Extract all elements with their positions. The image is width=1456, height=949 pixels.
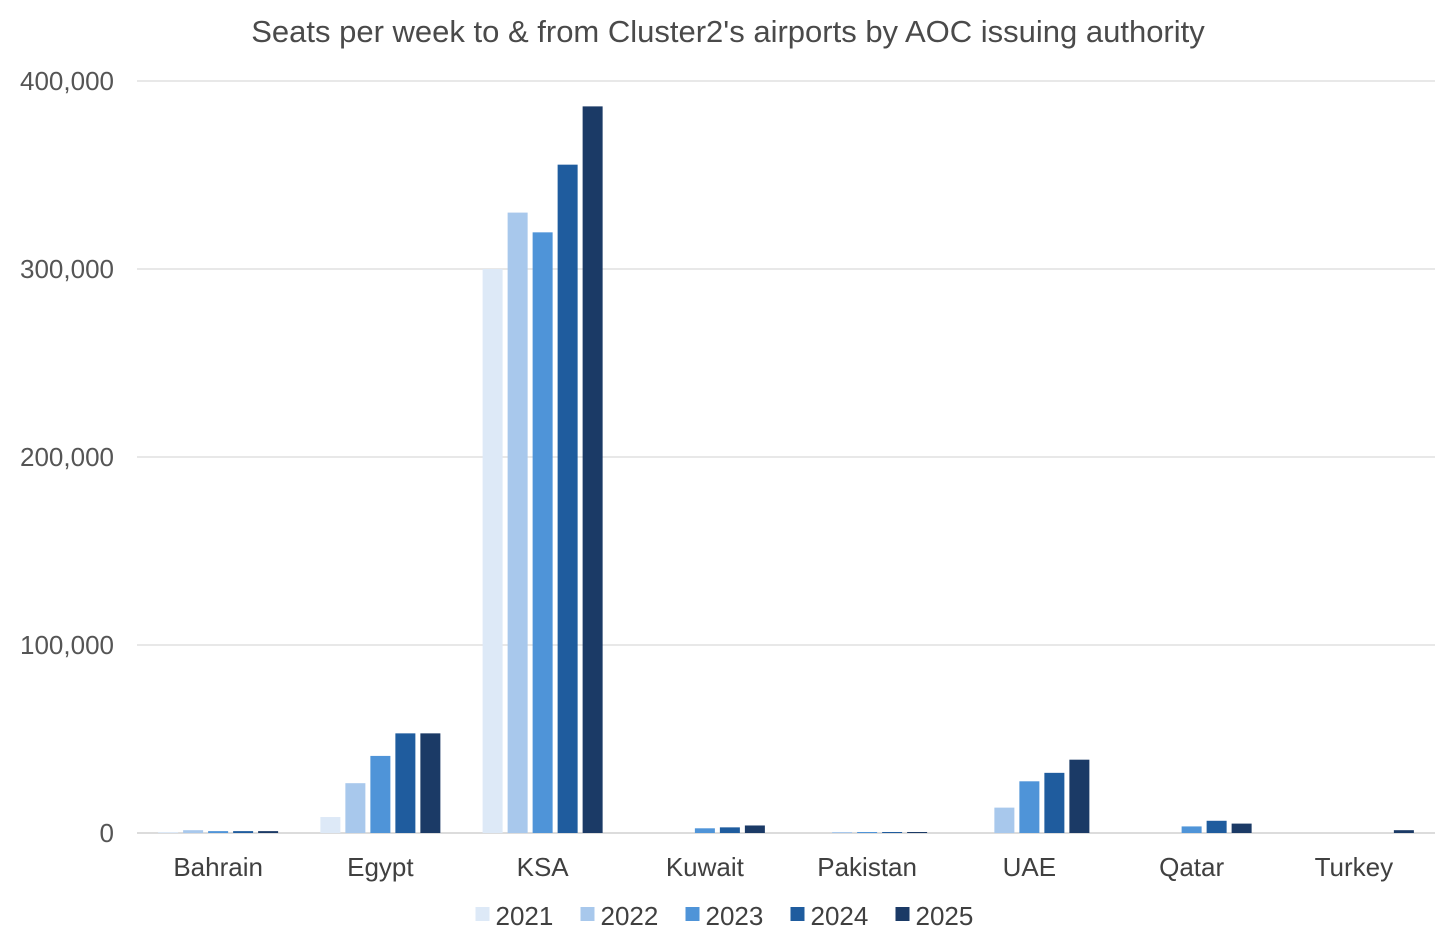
bar-ksa-2023 <box>532 232 553 834</box>
bar-egypt-2024 <box>395 733 416 833</box>
bar-qatar-2025 <box>1231 823 1252 833</box>
bar-uae-2024 <box>1044 772 1065 833</box>
legend-swatch <box>475 907 490 921</box>
y-tick-label: 0 <box>100 818 114 848</box>
legend-item-2021: 2021 <box>475 901 554 931</box>
bars <box>158 106 1414 834</box>
bar-bahrain-2021 <box>158 832 179 833</box>
bar-uae-2023 <box>1019 781 1040 833</box>
bar-egypt-2021 <box>320 817 341 833</box>
bar-egypt-2023 <box>370 755 391 833</box>
legend-swatch <box>790 907 805 921</box>
bar-egypt-2022 <box>345 783 366 833</box>
bar-qatar-2024 <box>1206 820 1227 833</box>
x-category-label: Egypt <box>347 852 414 882</box>
legend-label: 2025 <box>916 901 974 931</box>
bar-uae-2025 <box>1069 759 1090 833</box>
x-category-label: Pakistan <box>817 852 917 882</box>
x-axis-category-labels: Bahrain Egypt KSA Kuwait Pakistan UAE Qatar Tur… <box>173 852 1393 882</box>
legend-label: 2021 <box>496 901 554 931</box>
gridlines <box>137 80 1435 834</box>
bar-pakistan-2025 <box>907 832 928 833</box>
bar-bahrain-2025 <box>258 831 279 833</box>
x-category-label: UAE <box>1003 852 1056 882</box>
bar-kuwait-2023 <box>694 828 715 833</box>
legend-item-2022: 2022 <box>580 901 659 931</box>
bar-pakistan-2023 <box>857 832 878 833</box>
legend: 2021 2022 2023 2024 2025 <box>475 901 974 931</box>
y-tick-label: 400,000 <box>20 66 114 96</box>
legend-label: 2022 <box>601 901 659 931</box>
y-axis-tick-labels: 0 100,000 200,000 300,000 400,000 <box>20 66 114 848</box>
legend-label: 2024 <box>811 901 869 931</box>
bar-qatar-2023 <box>1181 826 1202 833</box>
x-category-label: Turkey <box>1315 852 1394 882</box>
legend-item-2025: 2025 <box>895 901 974 931</box>
legend-label: 2023 <box>706 901 764 931</box>
bar-kuwait-2024 <box>719 827 740 833</box>
bar-egypt-2025 <box>420 733 441 833</box>
bar-ksa-2024 <box>557 164 578 833</box>
legend-swatch <box>685 907 700 921</box>
x-category-label: Kuwait <box>666 852 745 882</box>
bar-turkey-2025 <box>1393 830 1414 833</box>
bar-ksa-2025 <box>582 106 603 833</box>
bar-uae-2022 <box>994 807 1015 833</box>
bar-bahrain-2022 <box>183 830 204 833</box>
y-tick-label: 200,000 <box>20 442 114 472</box>
x-category-label: Bahrain <box>173 852 263 882</box>
chart-title: Seats per week to & from Cluster2's airp… <box>251 14 1205 49</box>
y-tick-label: 300,000 <box>20 254 114 284</box>
legend-item-2024: 2024 <box>790 901 869 931</box>
bar-kuwait-2025 <box>744 825 765 833</box>
y-tick-label: 100,000 <box>20 630 114 660</box>
legend-item-2023: 2023 <box>685 901 764 931</box>
bar-ksa-2021 <box>482 269 503 833</box>
bar-bahrain-2024 <box>233 831 254 833</box>
bar-pakistan-2022 <box>832 832 853 833</box>
legend-swatch <box>580 907 595 921</box>
bar-pakistan-2024 <box>882 832 903 833</box>
legend-swatch <box>895 907 910 921</box>
bar-bahrain-2023 <box>208 831 229 833</box>
x-category-label: Qatar <box>1159 852 1224 882</box>
x-category-label: KSA <box>517 852 570 882</box>
bar-ksa-2022 <box>507 212 528 834</box>
